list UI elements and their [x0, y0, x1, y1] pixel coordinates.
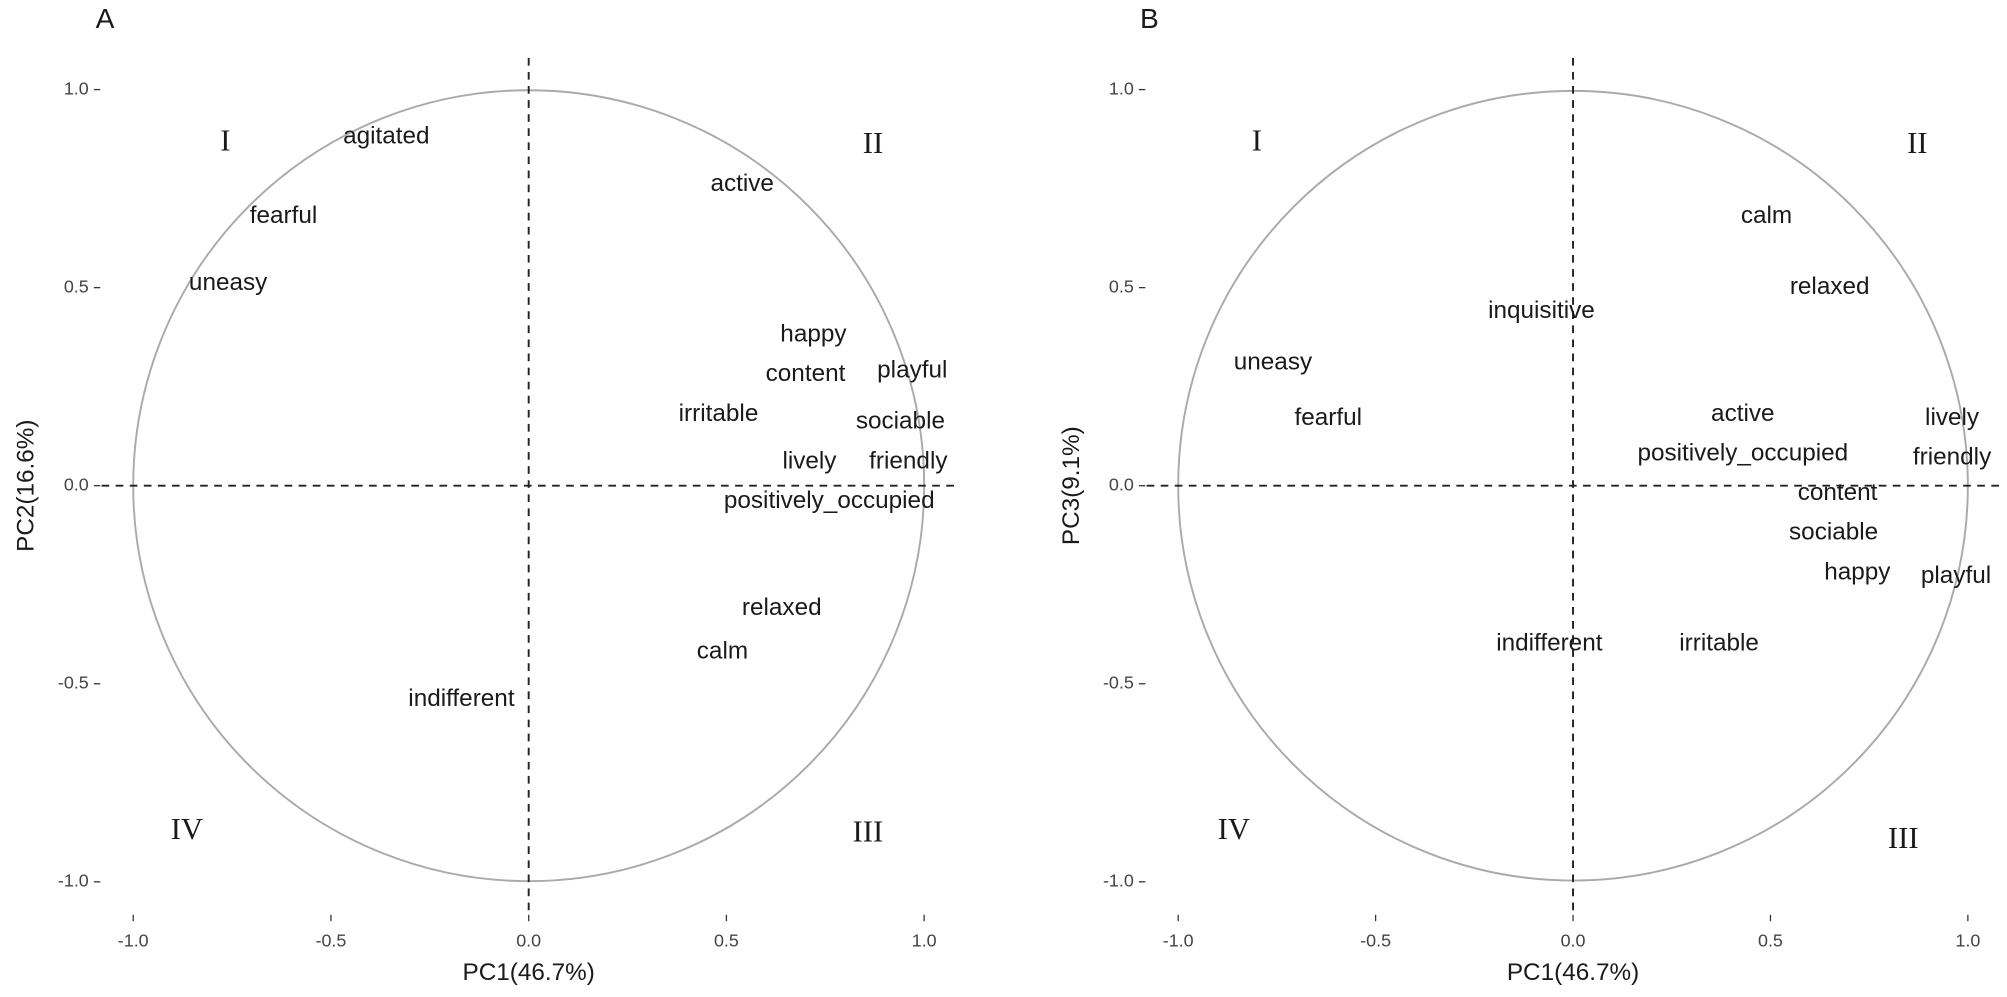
x-tick-label: 0.0 — [1561, 930, 1586, 950]
panel-label: B — [1140, 3, 1159, 34]
y-tick-label: 1.0 — [1109, 78, 1134, 98]
variable-label: positively_occupied — [1637, 439, 1848, 466]
y-tick-label: -0.5 — [1103, 672, 1134, 692]
x-tick-label: 1.0 — [912, 930, 937, 950]
variable-label: inquisitive — [1488, 297, 1595, 324]
y-tick-label: -1.0 — [1103, 871, 1134, 891]
x-axis-title: PC1(46.7%) — [463, 959, 595, 986]
variable-label: calm — [1741, 202, 1792, 229]
quadrant-label: II — [1907, 126, 1927, 160]
variable-label: agitated — [343, 123, 429, 150]
variable-label: friendly — [1913, 443, 1992, 470]
x-tick-label: -1.0 — [118, 930, 149, 950]
variable-label: lively — [782, 447, 837, 474]
variable-label: active — [710, 170, 773, 197]
variable-label: sociable — [1789, 519, 1878, 546]
x-tick-label: 1.0 — [1955, 930, 1980, 950]
variable-label: uneasy — [1234, 348, 1313, 375]
y-tick-label: 1.0 — [64, 78, 89, 98]
x-tick-label: -0.5 — [316, 930, 347, 950]
variable-label: sociable — [856, 408, 945, 435]
quadrant-label: I — [1252, 123, 1262, 157]
x-tick-label: 0.5 — [1758, 930, 1783, 950]
quadrant-label: II — [863, 126, 883, 160]
y-tick-label: 0.5 — [1109, 276, 1134, 296]
variable-label: relaxed — [1790, 273, 1870, 300]
variable-label: fearful — [1294, 404, 1362, 431]
x-tick-label: -1.0 — [1163, 930, 1194, 950]
quadrant-label: IV — [171, 812, 203, 846]
variable-label: playful — [1921, 562, 1991, 589]
variable-label: calm — [697, 637, 748, 664]
variable-label: active — [1711, 400, 1774, 427]
variable-label: irritable — [1679, 630, 1759, 657]
y-tick-label: 0.5 — [64, 276, 89, 296]
y-tick-label: -1.0 — [58, 871, 89, 891]
quadrant-label: IV — [1218, 812, 1250, 846]
x-tick-label: 0.5 — [714, 930, 739, 950]
panel-label: A — [96, 3, 115, 34]
y-tick-label: 0.0 — [1109, 474, 1134, 494]
y-tick-label: 0.0 — [64, 474, 89, 494]
variable-label: content — [766, 360, 846, 387]
x-tick-label: -0.5 — [1360, 930, 1391, 950]
variable-label: playful — [877, 356, 947, 383]
quadrant-label: III — [1888, 821, 1919, 855]
variable-label: lively — [1925, 404, 1980, 431]
quadrant-label: I — [220, 123, 230, 157]
y-axis-title: PC2(16.6%) — [13, 420, 40, 552]
variable-label: indifferent — [408, 685, 515, 712]
variable-label: relaxed — [742, 594, 822, 621]
variable-label: uneasy — [189, 269, 268, 296]
variable-label: happy — [1824, 558, 1891, 585]
variable-label: fearful — [250, 202, 318, 229]
variable-label: content — [1798, 479, 1878, 506]
variable-label: indifferent — [1496, 630, 1603, 657]
quadrant-label: III — [852, 815, 883, 849]
x-tick-label: 0.0 — [516, 930, 541, 950]
x-axis-title: PC1(46.7%) — [1507, 959, 1639, 986]
y-axis-title: PC3(9.1%) — [1058, 426, 1085, 545]
y-tick-label: -0.5 — [58, 672, 89, 692]
variable-label: positively_occupied — [724, 487, 935, 514]
variable-label: irritable — [679, 400, 759, 427]
variable-label: happy — [780, 321, 847, 348]
variable-label: friendly — [869, 447, 948, 474]
